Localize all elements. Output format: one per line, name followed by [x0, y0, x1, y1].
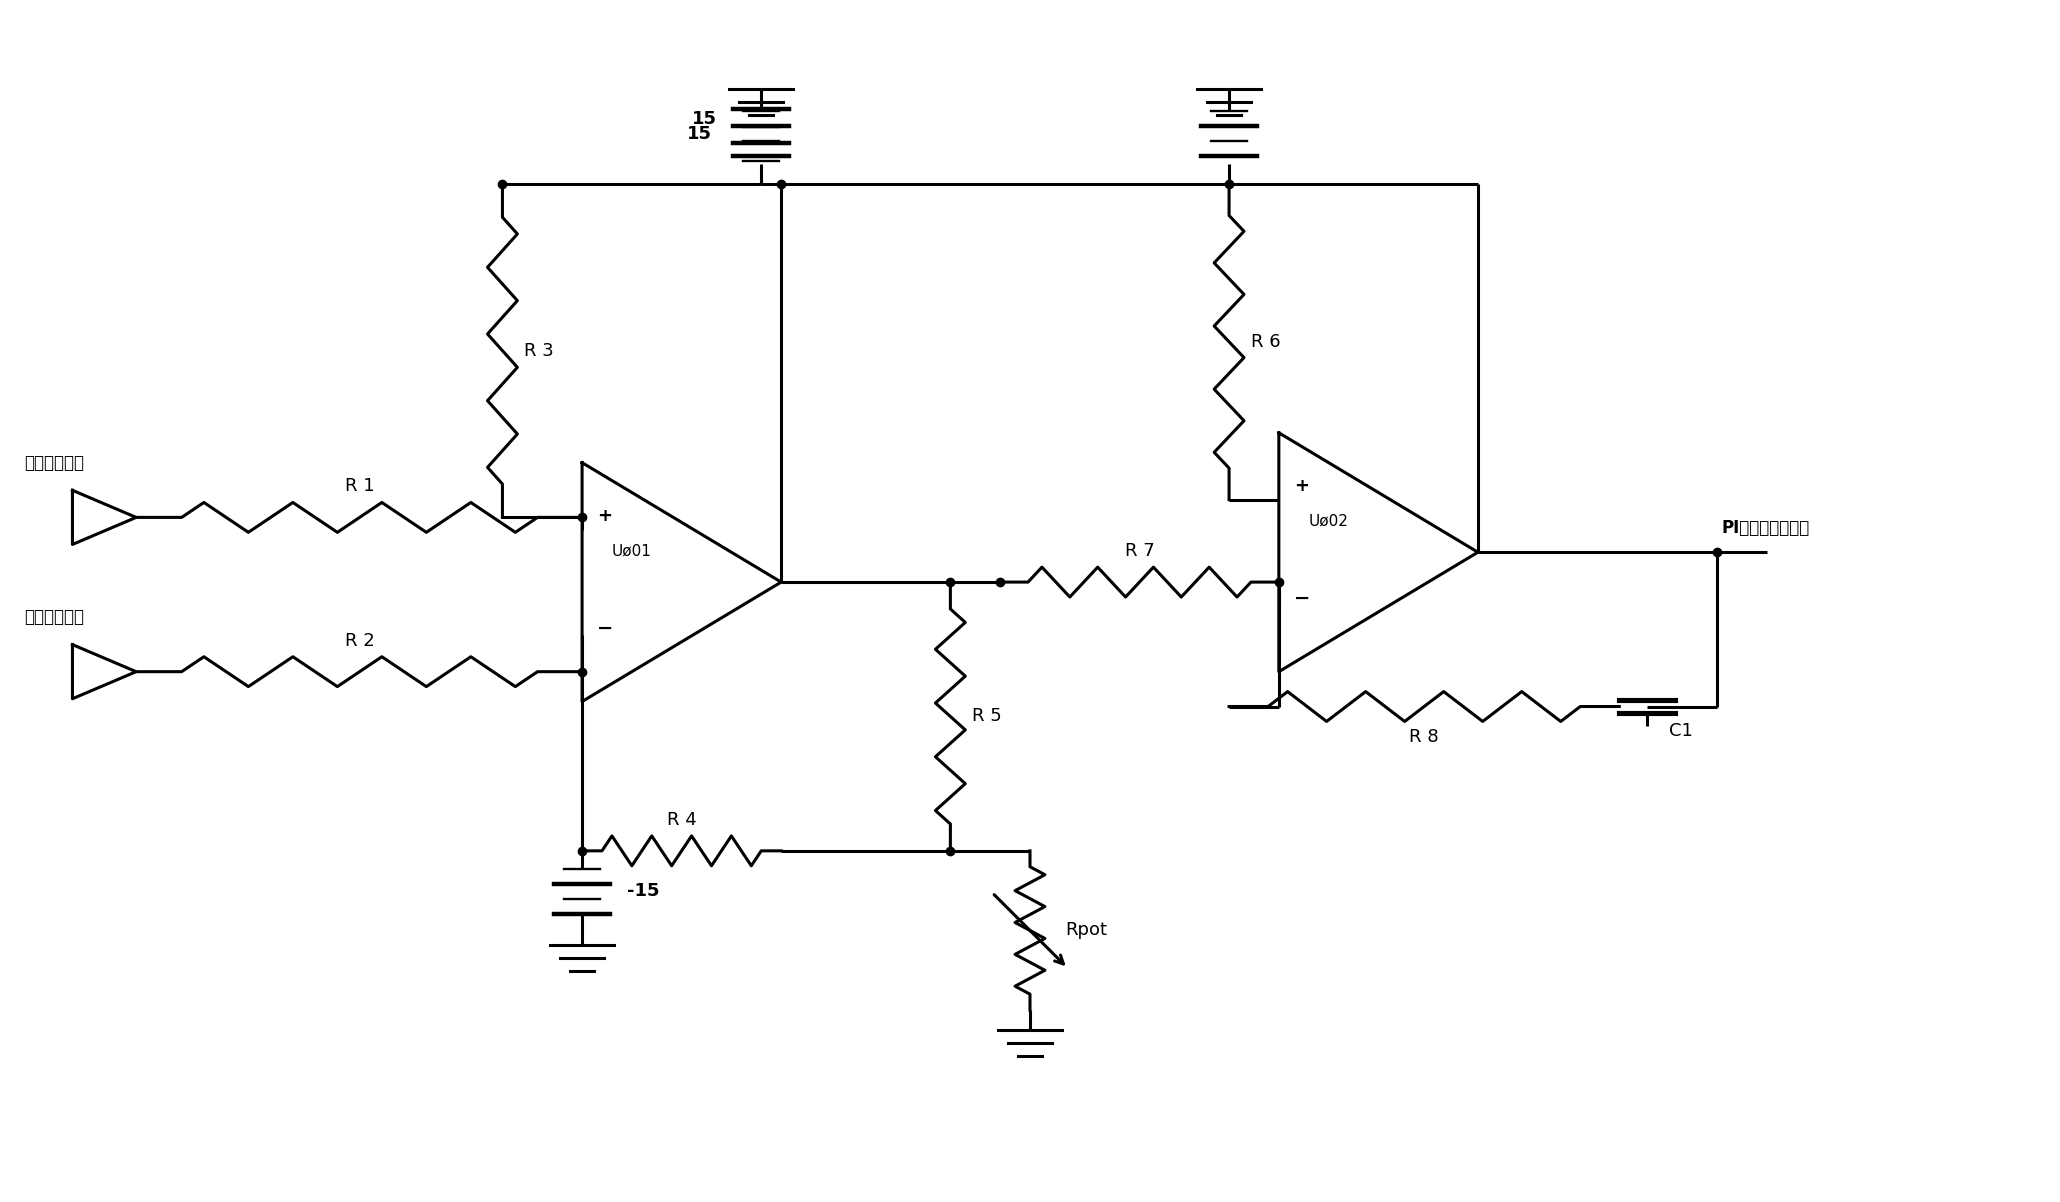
Text: R 6: R 6	[1250, 333, 1281, 351]
Text: R 4: R 4	[667, 811, 696, 829]
Text: 15: 15	[686, 125, 711, 143]
Text: R 7: R 7	[1125, 542, 1154, 560]
Text: −: −	[597, 619, 614, 638]
Text: R 8: R 8	[1409, 728, 1440, 746]
Text: Rpot: Rpot	[1065, 922, 1106, 940]
Text: R 5: R 5	[972, 708, 1001, 726]
Text: +: +	[1294, 477, 1308, 495]
Text: R 2: R 2	[344, 632, 375, 650]
Text: +: +	[597, 506, 612, 524]
Text: Uø01: Uø01	[612, 543, 651, 558]
Text: C1: C1	[1669, 722, 1693, 740]
Text: 反馈电流信号: 反馈电流信号	[25, 608, 84, 626]
Text: R 3: R 3	[525, 341, 554, 359]
Text: PI电流控制器输出: PI电流控制器输出	[1722, 519, 1811, 537]
Text: −: −	[1294, 589, 1310, 608]
Text: 电流参考信号: 电流参考信号	[25, 453, 84, 471]
Text: R 1: R 1	[344, 477, 375, 495]
Text: -15: -15	[626, 881, 659, 899]
Text: 15: 15	[692, 111, 717, 129]
Text: Uø02: Uø02	[1308, 513, 1349, 529]
